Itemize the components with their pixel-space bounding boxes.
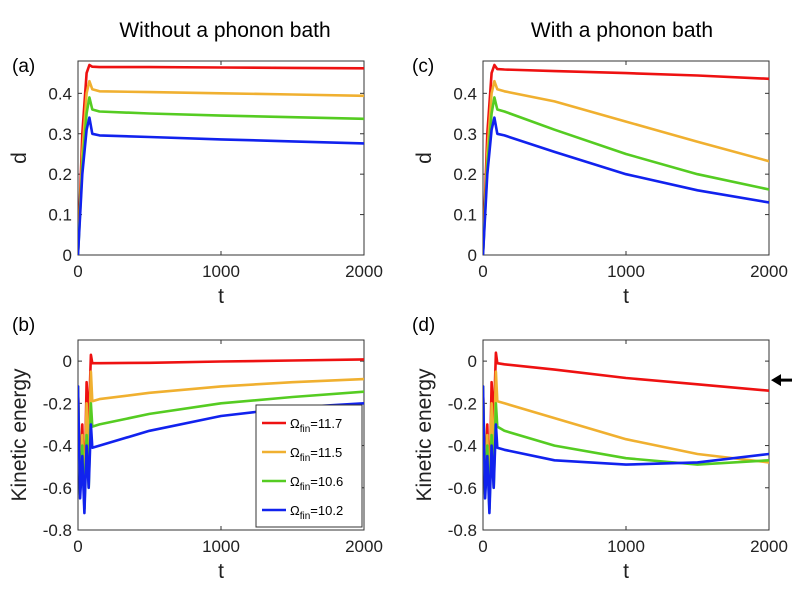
panel-a: (a) 0 1000 2000 0 0.1 0.2 0.3 0.4 t d: [8, 56, 383, 308]
panel-label: (c): [412, 56, 434, 77]
plot-frame: [482, 339, 770, 531]
series-line-2: [78, 385, 364, 511]
legend-subscript: fin: [300, 424, 311, 435]
legend-entry: Ωfin=10.2: [290, 503, 343, 522]
panel-d: (d) 0 1000 2000 -0.8 -0.6 -0.4 -0.2 0 t Kinetic en…: [412, 315, 792, 583]
x-tick-label: 1000: [202, 537, 240, 556]
y-tick-label: -0.6: [43, 479, 72, 498]
legend-subscript: fin: [300, 482, 311, 493]
series-line-3: [78, 385, 364, 515]
y-tick-label: 0.3: [48, 125, 72, 144]
y-tick-label: 0: [63, 352, 72, 371]
legend-symbol: Ω: [290, 474, 300, 489]
y-tick-label: 0.2: [48, 165, 72, 184]
panel-c: (c) 0 1000 2000 0 0.1 0.2 0.3 0.4 t d: [412, 56, 788, 308]
series-line-0: [483, 351, 769, 500]
legend-value: =11.7: [310, 416, 342, 431]
series-line-3: [78, 116, 364, 255]
panel-label: (d): [412, 315, 435, 336]
y-tick-label: 0.4: [48, 84, 72, 103]
column-title-left: Without a phonon bath: [119, 19, 330, 42]
x-tick-label: 2000: [750, 262, 788, 281]
series-line-3: [483, 385, 769, 515]
y-tick-label: 0: [63, 246, 72, 265]
x-tick-label: 0: [478, 537, 487, 556]
column-title-right: With a phonon bath: [531, 19, 713, 42]
x-axis-label: t: [623, 560, 629, 583]
y-tick-label: 0.4: [453, 84, 477, 103]
legend-subscript: fin: [300, 511, 311, 522]
y-tick-label: -0.8: [43, 521, 72, 540]
y-tick-label: -0.8: [448, 521, 477, 540]
x-tick-label: 1000: [202, 262, 240, 281]
series-line-0: [78, 353, 364, 500]
legend-value: =10.6: [310, 474, 343, 489]
y-tick-label: -0.6: [448, 479, 477, 498]
x-axis-label: t: [218, 560, 224, 583]
series-line-2: [78, 96, 364, 255]
y-tick-label: 0.1: [453, 206, 477, 225]
x-tick-label: 0: [73, 537, 82, 556]
series-line-0: [483, 63, 769, 255]
legend-entry: Ωfin=11.5: [290, 445, 342, 464]
y-tick-label: -0.4: [43, 437, 72, 456]
x-tick-label: 2000: [345, 537, 383, 556]
series-line-3: [483, 116, 769, 255]
panel-label: (b): [12, 315, 35, 336]
legend-symbol: Ω: [290, 503, 300, 518]
y-tick-label: 0.3: [453, 125, 477, 144]
y-axis-label: d: [413, 152, 436, 164]
x-tick-label: 2000: [750, 537, 788, 556]
y-tick-label: 0.1: [48, 206, 72, 225]
y-axis-label: Kinetic energy: [8, 368, 31, 502]
plot-frame: [482, 60, 770, 256]
legend-box: [255, 404, 363, 528]
legend-value: =11.5: [310, 445, 342, 460]
y-tick-label: 0: [468, 352, 477, 371]
legend-value: =10.2: [310, 503, 343, 518]
y-axis-label: Kinetic energy: [413, 368, 436, 502]
legend-entry: Ωfin=10.6: [290, 474, 343, 493]
y-tick-label: -0.2: [448, 394, 477, 413]
series-line-2: [483, 385, 769, 511]
x-tick-label: 0: [73, 262, 82, 281]
series-line-0: [78, 63, 364, 255]
x-tick-label: 2000: [345, 262, 383, 281]
y-tick-label: -0.4: [448, 437, 477, 456]
legend-subscript: fin: [300, 453, 311, 464]
x-tick-label: 1000: [607, 262, 645, 281]
legend-symbol: Ω: [290, 445, 300, 460]
x-tick-label: 1000: [607, 537, 645, 556]
arrow-marker: [771, 374, 792, 387]
y-tick-label: 0.2: [453, 165, 477, 184]
x-tick-label: 0: [478, 262, 487, 281]
y-axis-label: d: [8, 152, 31, 164]
x-axis-label: t: [218, 285, 224, 308]
arrow-head-icon: [771, 374, 781, 387]
y-tick-label: -0.2: [43, 394, 72, 413]
legend-symbol: Ω: [290, 416, 300, 431]
panel-label: (a): [12, 56, 35, 77]
series-line-1: [483, 370, 769, 511]
series-line-1: [483, 79, 769, 255]
plot-frame: [77, 60, 365, 256]
panel-b: (b) 0 1000 2000 -0.8 -0.6 -0.4 -0.2 0 t Kinetic en…: [8, 315, 383, 583]
legend-entry: Ωfin=11.7: [290, 416, 342, 435]
y-tick-label: 0: [468, 246, 477, 265]
series-line-1: [78, 370, 364, 511]
series-line-1: [78, 79, 364, 255]
x-axis-label: t: [623, 285, 629, 308]
